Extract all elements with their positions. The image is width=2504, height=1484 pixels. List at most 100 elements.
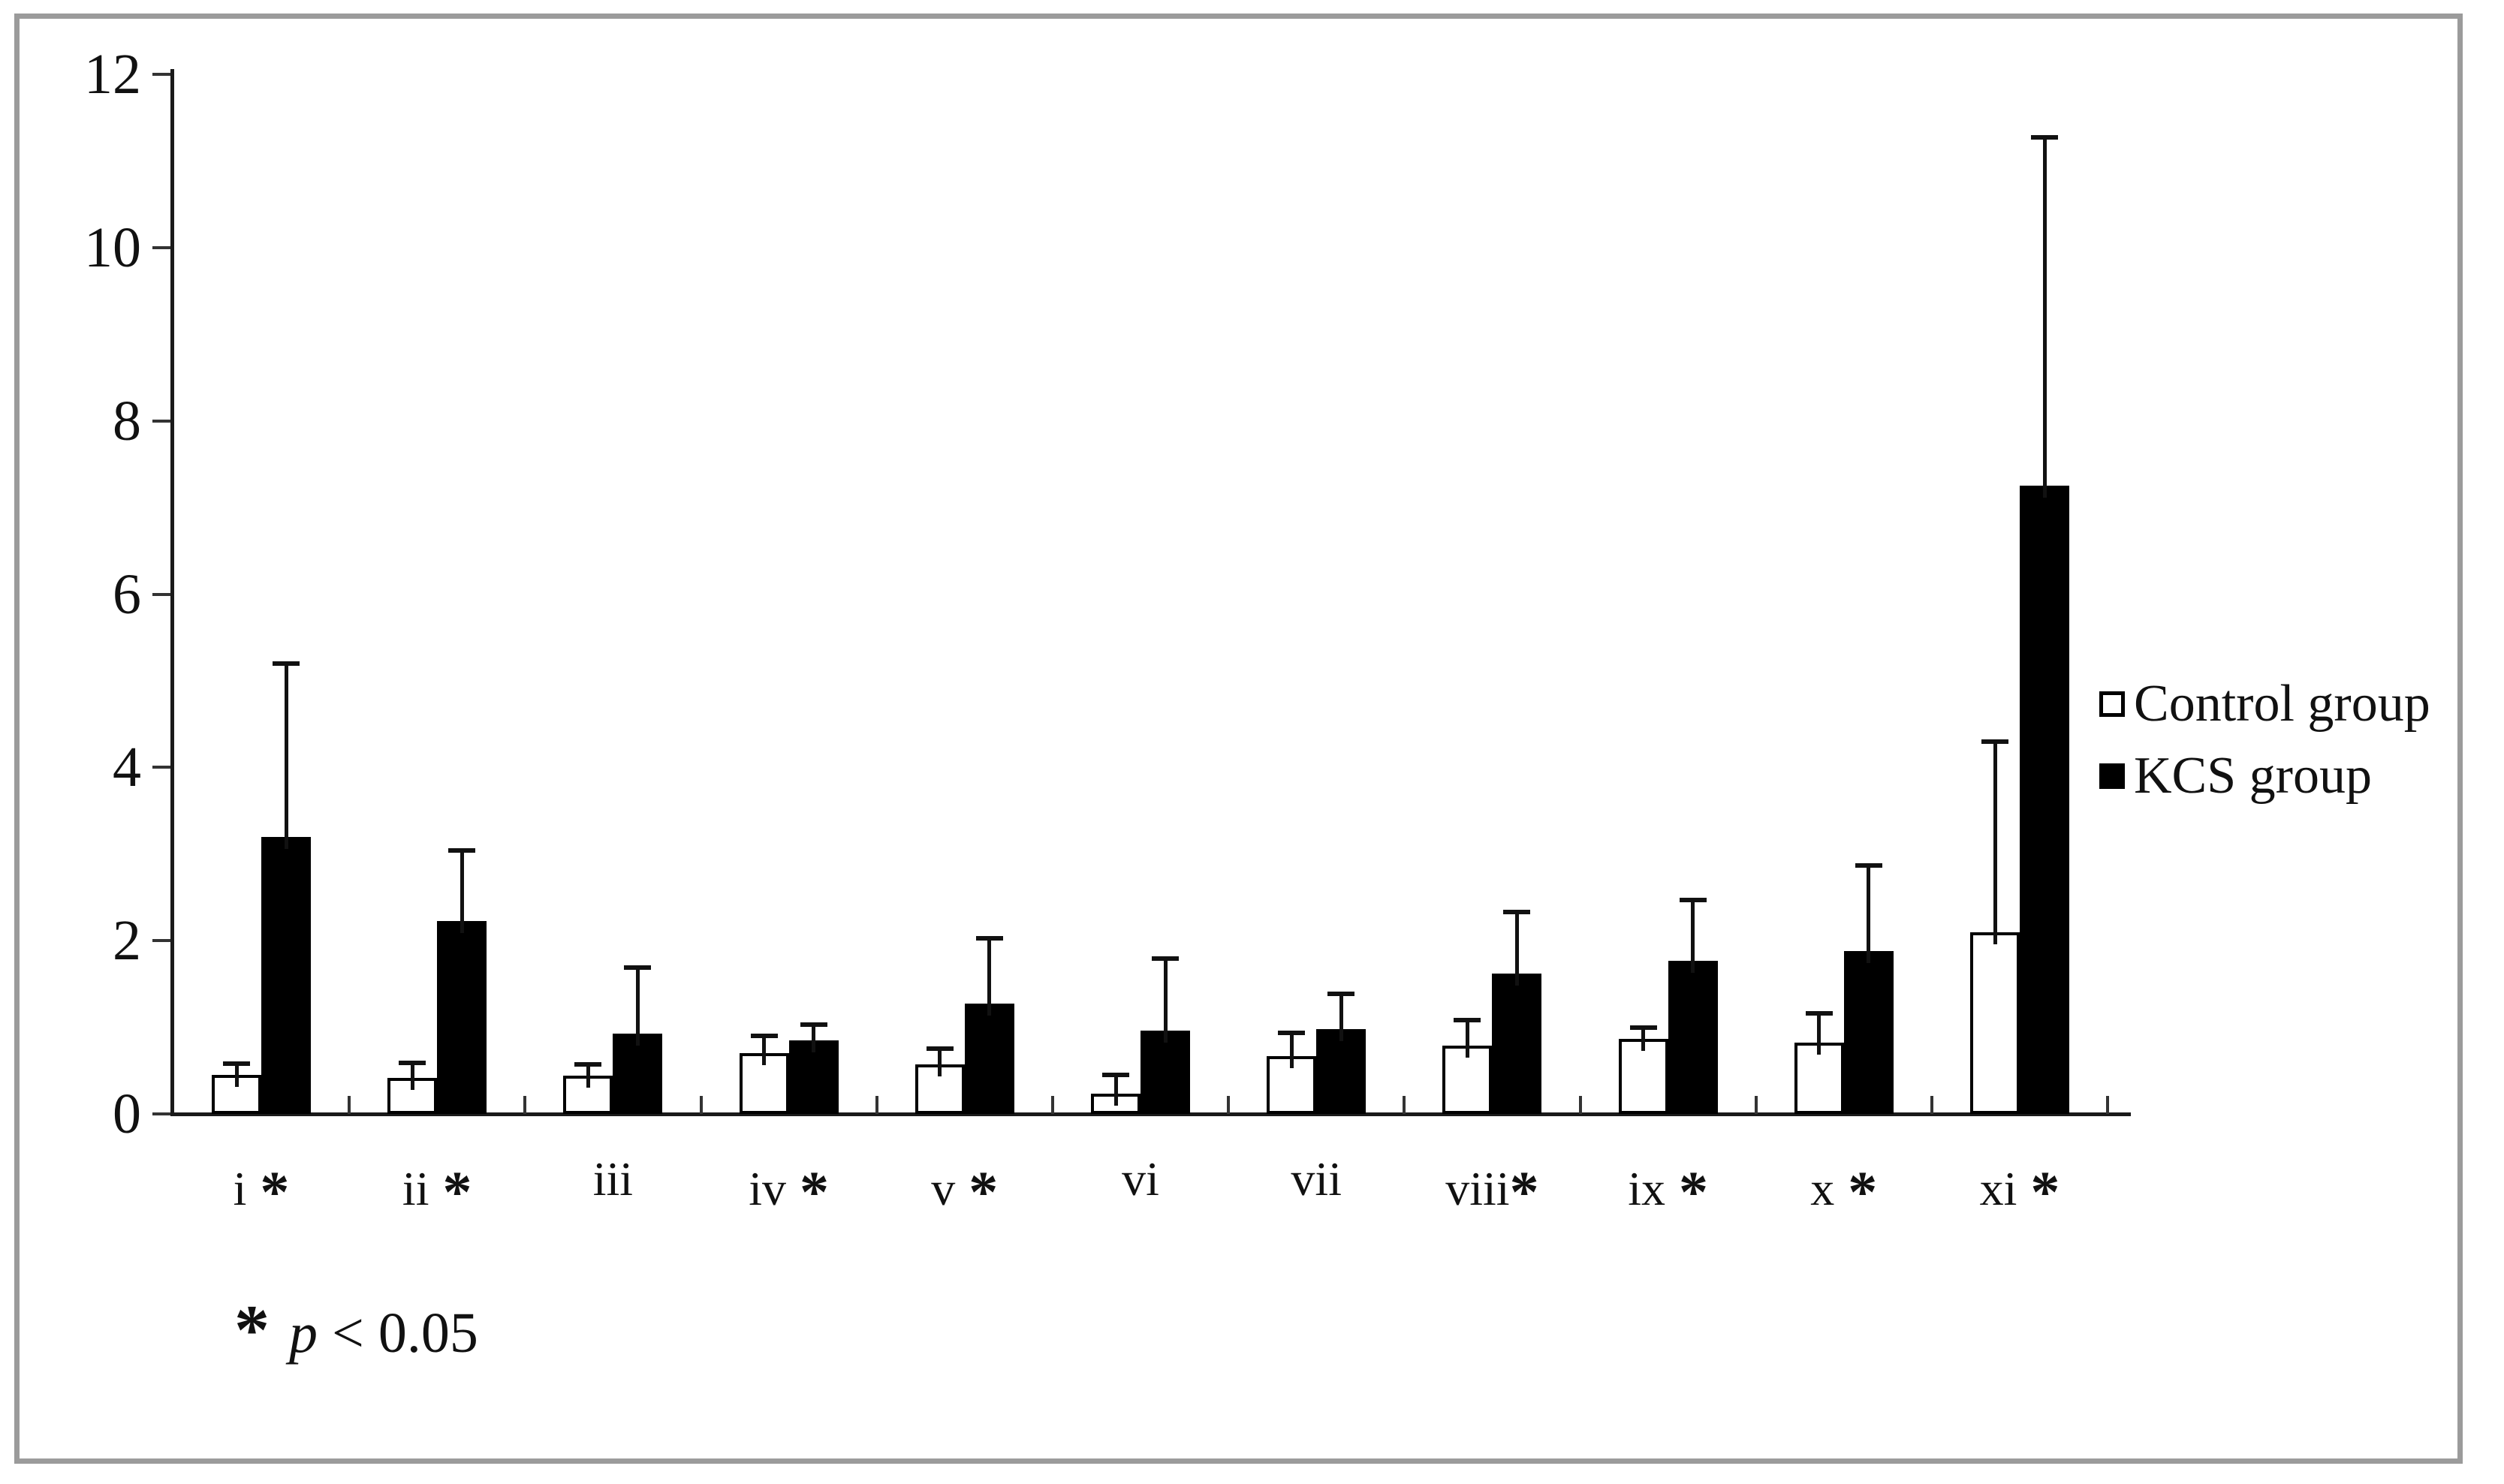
bar-control-ix [1618,1038,1668,1114]
legend-label-control: Control group [2134,675,2430,733]
bar-kcs-xi [2020,486,2069,1114]
error-bar-cap [1805,1011,1833,1016]
chart-legend: Control group KCS group [2099,668,2430,812]
error-bar-cap [448,848,476,853]
bar-kcs-x [1843,951,1894,1114]
error-bar-cap [574,1062,602,1067]
x-axis-tick [1930,1096,1933,1114]
category-text: iii [592,1152,634,1206]
category-label-i: i * [171,1151,351,1224]
significance-asterisk-icon: * [1678,1159,1708,1225]
bar-kcs-iv [788,1040,839,1114]
category-label-viii: viii* [1402,1151,1582,1224]
category-label-vi: vi [1050,1151,1231,1207]
error-bar-cap [1981,739,2008,744]
y-axis [170,69,174,1114]
error-bar-line [1514,914,1519,986]
significance-asterisk-icon: * [969,1159,999,1225]
error-bar-cap [1278,1030,1306,1035]
significance-asterisk-icon: * [442,1159,472,1225]
y-axis-tick-label: 8 [113,389,141,453]
category-text: xi [1979,1162,2017,1215]
error-bar-cap [926,1046,954,1052]
category-text: iv [749,1162,786,1215]
y-axis-tick-label: 0 [113,1082,141,1145]
error-bar-cap [1102,1073,1129,1078]
category-text: v [931,1162,956,1215]
category-text: vii [1291,1152,1342,1206]
category-label-vii: vii [1226,1151,1406,1207]
error-bar-line [1339,995,1343,1041]
significance-asterisk-icon: * [1848,1159,1878,1225]
error-bar-line [2042,140,2047,498]
error-bar-line [234,1066,239,1088]
legend-label-kcs: KCS group [2134,747,2372,805]
error-bar-line [938,1051,942,1077]
error-bar-cap [2031,135,2058,140]
y-axis-tick [152,939,170,943]
y-axis-tick [152,766,170,769]
error-bar-cap [1629,1025,1657,1030]
x-axis-tick [699,1096,703,1114]
asterisk-icon: * [234,1290,270,1369]
error-bar-line [586,1067,590,1088]
x-axis-tick [348,1096,351,1114]
significance-asterisk-icon: * [799,1159,829,1225]
error-bar-cap [1855,862,1882,868]
figure-border [14,14,2463,1464]
category-text: vi [1122,1152,1159,1206]
y-axis-tick [152,1112,170,1115]
error-bar-cap [1454,1018,1481,1023]
category-label-iv: iv * [699,1151,879,1224]
y-axis-tick-label: 12 [84,43,141,107]
footnote-variable: p [289,1302,318,1365]
category-text: i [233,1162,247,1215]
error-bar-line [460,853,464,933]
y-axis-tick-label: 4 [113,736,141,799]
footnote-comparison: < 0.05 [332,1302,478,1365]
error-bar-cap [399,1060,426,1065]
error-bar-line [1993,743,1997,944]
significance-asterisk-icon: * [1509,1159,1539,1225]
error-bar-line [284,665,288,849]
y-axis-tick [152,73,170,77]
bar-kcs-ix [1668,960,1718,1114]
x-axis-tick [1403,1096,1406,1114]
error-bar-cap [624,965,652,970]
error-bar-line [1289,1034,1294,1068]
error-bar-line [987,940,992,1016]
error-bar-line [762,1038,767,1066]
error-bar-line [812,1027,816,1052]
legend-item-kcs: KCS group [2099,740,2430,812]
error-bar-line [1817,1016,1822,1055]
error-bar-cap [1152,956,1179,962]
x-axis-tick [1578,1096,1582,1114]
error-bar-cap [273,661,300,666]
error-bar-line [635,969,640,1046]
bar-control-v [915,1064,965,1114]
x-axis-tick [1227,1096,1231,1114]
significance-asterisk-icon: * [2030,1159,2060,1225]
error-bar-cap [1679,897,1707,902]
category-label-ii: ii * [347,1151,527,1224]
error-bar-line [410,1064,414,1090]
x-axis-tick [875,1096,878,1114]
category-label-ix: ix * [1578,1151,1758,1224]
y-axis-tick [152,419,170,423]
category-text: ii [402,1162,429,1215]
y-axis-tick [152,592,170,596]
x-axis-tick [1754,1096,1758,1114]
error-bar-cap [223,1061,250,1067]
y-axis-tick-label: 6 [113,562,141,626]
kcs-swatch-icon [2099,763,2125,789]
bar-kcs-iii [613,1033,663,1114]
significance-footnote: * p < 0.05 [234,1288,478,1369]
error-bar-cap [750,1034,778,1039]
y-axis-tick [152,246,170,249]
error-bar-cap [800,1022,827,1028]
bar-control-xi [1970,932,2020,1114]
category-text: viii [1445,1162,1510,1215]
category-text: x [1810,1162,1835,1215]
error-bar-line [1113,1077,1118,1106]
